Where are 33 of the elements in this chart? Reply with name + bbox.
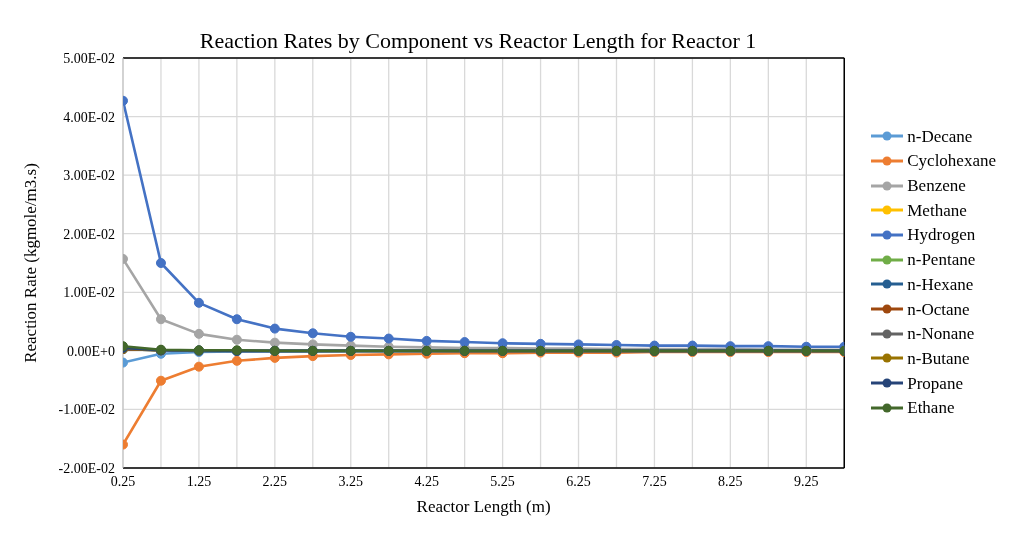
x-tick-label: 9.25 [794,473,819,489]
y-axis-title: Reaction Rate (kgmole/m3.s) [21,163,41,363]
x-tick-label: 5.25 [490,473,515,489]
x-tick-label: 3.25 [338,473,364,489]
y-tick-label: 3.00E-02 [63,168,115,184]
y-tick-label: 2.00E-02 [63,226,115,242]
y-tick-label: 5.00E-02 [63,50,115,66]
y-tick-label: -2.00E-02 [58,460,115,476]
x-tick-label: 4.25 [414,473,439,489]
x-tick-label: 2.25 [262,473,288,489]
x-tick-label: 7.25 [642,473,667,489]
x-tick-label: 0.25 [110,473,136,489]
legend-label: Ethane [907,398,955,418]
legend-label: n-Hexane [907,274,974,294]
legend-label: n-Pentane [907,250,976,270]
y-tick-label: 4.00E-02 [63,109,115,125]
legend-label: Hydrogen [907,225,976,245]
legend-label: Cyclohexane [907,151,996,171]
legend-label: Benzene [907,176,966,196]
legend-label: n-Butane [907,348,970,368]
x-tick-label: 8.25 [718,473,743,489]
x-axis-title: Reactor Length (m) [416,497,551,516]
legend-label: n-Octane [907,299,970,319]
y-tick-label: 0.00E+0 [67,343,115,359]
y-tick-label: -1.00E-02 [58,402,115,418]
x-tick-label: 6.25 [566,473,591,489]
y-tick-label: 1.00E-02 [63,285,115,301]
legend-label: Methane [907,200,967,220]
x-tick-label: 1.25 [186,473,212,489]
chart-title: Reaction Rates by Component vs Reactor Length for Reactor 1 [198,28,758,54]
legend-label: Propane [907,373,963,393]
legend-label: n-Decane [907,126,973,146]
legend-label: n-Nonane [907,324,975,344]
